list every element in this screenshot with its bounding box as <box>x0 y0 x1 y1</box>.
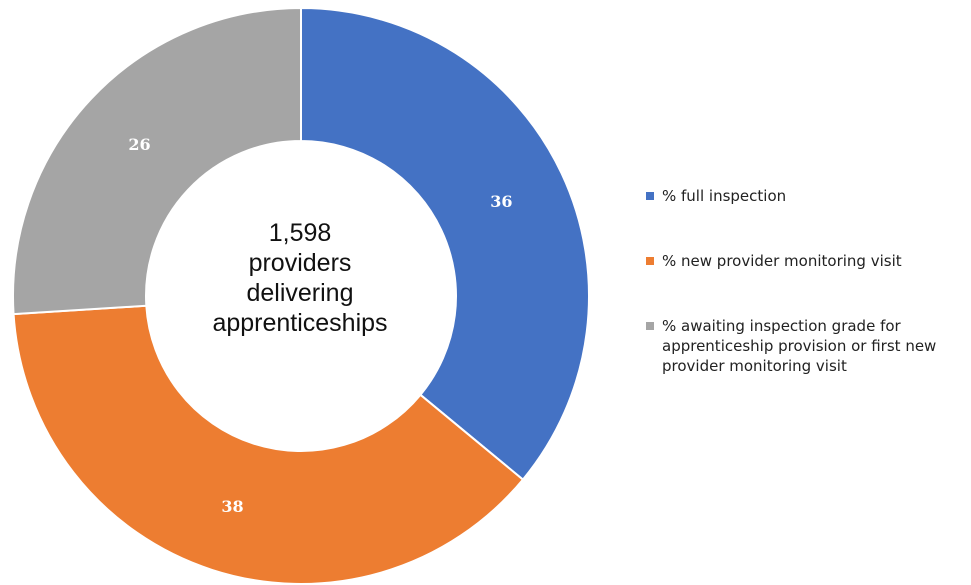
legend-swatch <box>646 257 654 265</box>
center-text-line: providers <box>248 249 352 277</box>
chart-legend: % full inspection % new provider monitor… <box>646 186 966 376</box>
legend-item: % full inspection <box>646 186 966 206</box>
slice-value-label: 26 <box>128 135 150 154</box>
legend-label: % new provider monitoring visit <box>662 252 902 270</box>
center-text-line: 1,598 <box>268 219 332 247</box>
center-text-line: delivering <box>246 279 354 307</box>
slice-value-labels: 36 38 26 <box>128 135 512 516</box>
donut-slice <box>12 304 525 585</box>
legend-label: % full inspection <box>662 187 787 205</box>
donut-center-text: 1,598 providers delivering apprenticeshi… <box>185 218 415 338</box>
legend-label: % awaiting inspection grade for apprenti… <box>662 317 937 375</box>
slice-value-label: 36 <box>490 192 512 211</box>
donut-slices <box>12 6 590 585</box>
slice-value-label: 38 <box>221 497 243 516</box>
legend-item: % awaiting inspection grade for apprenti… <box>646 316 966 376</box>
legend-item: % new provider monitoring visit <box>646 251 966 271</box>
legend-swatch <box>646 322 654 330</box>
center-text-line: apprenticeships <box>212 309 388 337</box>
legend-swatch <box>646 192 654 200</box>
donut-slice <box>12 6 302 316</box>
donut-slice <box>300 6 590 481</box>
